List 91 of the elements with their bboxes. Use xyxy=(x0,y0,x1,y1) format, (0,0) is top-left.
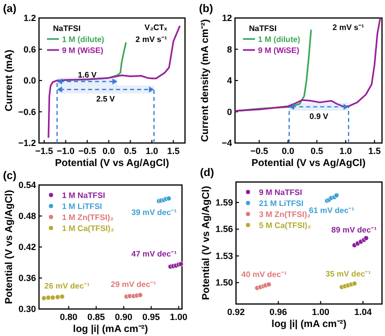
legend-label: 9 M (WiSE) xyxy=(258,46,300,55)
x-tick-label: 0.92 xyxy=(227,307,245,317)
annotation: 35 mV dec⁻¹ xyxy=(326,269,372,278)
x-tick-label: 1.00 xyxy=(170,312,188,322)
point xyxy=(178,261,184,267)
annotation: 2 mV s⁻¹ xyxy=(332,23,364,32)
x-axis-title: Potential (V vs Ag/AgCl) xyxy=(54,158,170,169)
y-axis-title: Current (mA) xyxy=(4,50,15,112)
annotation: 2 mV s⁻¹ xyxy=(136,35,168,44)
y-tick-label: 4 xyxy=(226,76,232,86)
x-axis-title: Potential (V vs Ag/AgCl) xyxy=(251,158,366,169)
y-tick-label: 1.53 xyxy=(215,250,233,261)
y-tick-label: 0.36 xyxy=(18,273,36,283)
annotation: 47 mV dec⁻¹ xyxy=(131,249,177,258)
y-tick-label: 0.54 xyxy=(18,180,36,190)
point xyxy=(50,294,56,300)
x-tick-label: 0.5 xyxy=(310,146,324,156)
legend-label: 9 M NaTFSI xyxy=(259,188,302,197)
point xyxy=(59,294,65,300)
y-tick-label: 1.56 xyxy=(215,224,233,234)
legend-label: 1 M Zn(TFSI)₂ xyxy=(62,213,114,222)
point xyxy=(55,294,60,300)
point xyxy=(266,282,272,288)
annotation: 89 mV dec⁻¹ xyxy=(331,226,377,235)
x-tick-label: −0.5 xyxy=(78,146,96,156)
x-tick-label: 0.96 xyxy=(270,307,288,317)
x-tick-label: 0.95 xyxy=(142,312,160,322)
y-tick-label: 0.0 xyxy=(23,76,36,86)
legend-label: 21 M LiTFSI xyxy=(259,199,304,208)
legend-label: 1 M Ca(TFSI)₂ xyxy=(62,224,114,233)
legend-label: 1 M (dilute) xyxy=(258,35,301,44)
x-tick-label: 1.0 xyxy=(146,146,158,156)
x-axis-title: log |i| (mA cm⁻²) xyxy=(272,319,346,330)
y-tick-label: 1.2 xyxy=(23,13,36,23)
point xyxy=(46,294,51,300)
y-axis-title: Potential (V vs Ag/AgCl) xyxy=(201,186,212,300)
y-tick-label: −4 xyxy=(222,138,232,148)
y-tick-label: 0 xyxy=(226,106,232,117)
x-tick-label: 0.90 xyxy=(114,312,132,322)
chart-title: (a) xyxy=(3,3,17,15)
chart-title: (b) xyxy=(199,3,214,15)
y-tick-label: −1.2 xyxy=(18,138,36,148)
y-tick-label: 0.42 xyxy=(18,242,36,252)
x-tick-label: 0.85 xyxy=(87,312,105,322)
x-tick-label: 1.5 xyxy=(368,146,381,156)
band-label: 2.5 V xyxy=(96,94,116,104)
y-tick-label: 0.30 xyxy=(18,304,36,314)
point xyxy=(41,296,47,301)
y-tick-label: 8 xyxy=(226,44,232,54)
x-tick-label: 1.5 xyxy=(167,146,180,156)
annotation: 61 mV dec⁻¹ xyxy=(309,206,355,216)
y-tick-label: 0.48 xyxy=(18,211,36,221)
annotation: 26 mV dec⁻¹ xyxy=(44,281,90,290)
chart-title: (c) xyxy=(3,170,17,182)
y-tick-label: 12 xyxy=(222,13,232,23)
line-series xyxy=(48,25,181,139)
legend-label: 9 M (WiSE) xyxy=(62,46,104,55)
x-tick-label: 1.0 xyxy=(339,146,352,156)
x-tick-label: 0.0 xyxy=(282,146,294,156)
band-label: 0.9 V xyxy=(310,112,329,121)
y-tick-label: 1.59 xyxy=(215,197,233,208)
x-tick-label: −1.0 xyxy=(56,146,75,156)
legend-title: NaTFSI xyxy=(53,24,81,33)
annotation: 39 mV dec⁻¹ xyxy=(131,208,177,217)
chart-title: (d) xyxy=(200,167,214,179)
legend-label: 1 M NaTFSI xyxy=(62,191,106,200)
x-tick-label: −0.5 xyxy=(250,146,268,156)
x-tick-label: 0.0 xyxy=(102,146,116,156)
point xyxy=(166,196,172,202)
legend-title: NaTFSI xyxy=(249,24,277,33)
y-tick-label: 0.6 xyxy=(23,44,36,54)
x-tick-label: 1.00 xyxy=(312,307,330,317)
point xyxy=(352,280,358,286)
legend-label: 5 M Ca(TFSI)₂ xyxy=(259,221,312,230)
x-tick-label: 1.04 xyxy=(354,307,372,317)
legend-label: 1 M (dilute) xyxy=(62,35,105,44)
band-label: 1.6 V xyxy=(78,70,98,80)
x-tick-label: 0.80 xyxy=(60,312,78,322)
y-tick-label: −0.6 xyxy=(18,106,36,117)
y-tick-label: 1.50 xyxy=(215,278,233,288)
annotation: 40 mV dec⁻¹ xyxy=(241,270,287,280)
legend-label: 1 M LiTFSI xyxy=(62,202,102,211)
annotation: V₂CTₓ xyxy=(144,23,168,32)
x-tick-label: −1.5 xyxy=(35,146,54,156)
y-axis-title: Potential (V vs Ag/AgCl) xyxy=(4,190,15,304)
x-axis-title: log |i| (mA cm⁻²) xyxy=(73,324,148,335)
annotation: 29 mV dec⁻¹ xyxy=(110,280,156,289)
y-axis-title: Current density (mA cm⁻²) xyxy=(200,19,211,142)
line-series xyxy=(234,17,382,112)
x-tick-label: 0.5 xyxy=(124,146,137,156)
point xyxy=(138,292,143,298)
